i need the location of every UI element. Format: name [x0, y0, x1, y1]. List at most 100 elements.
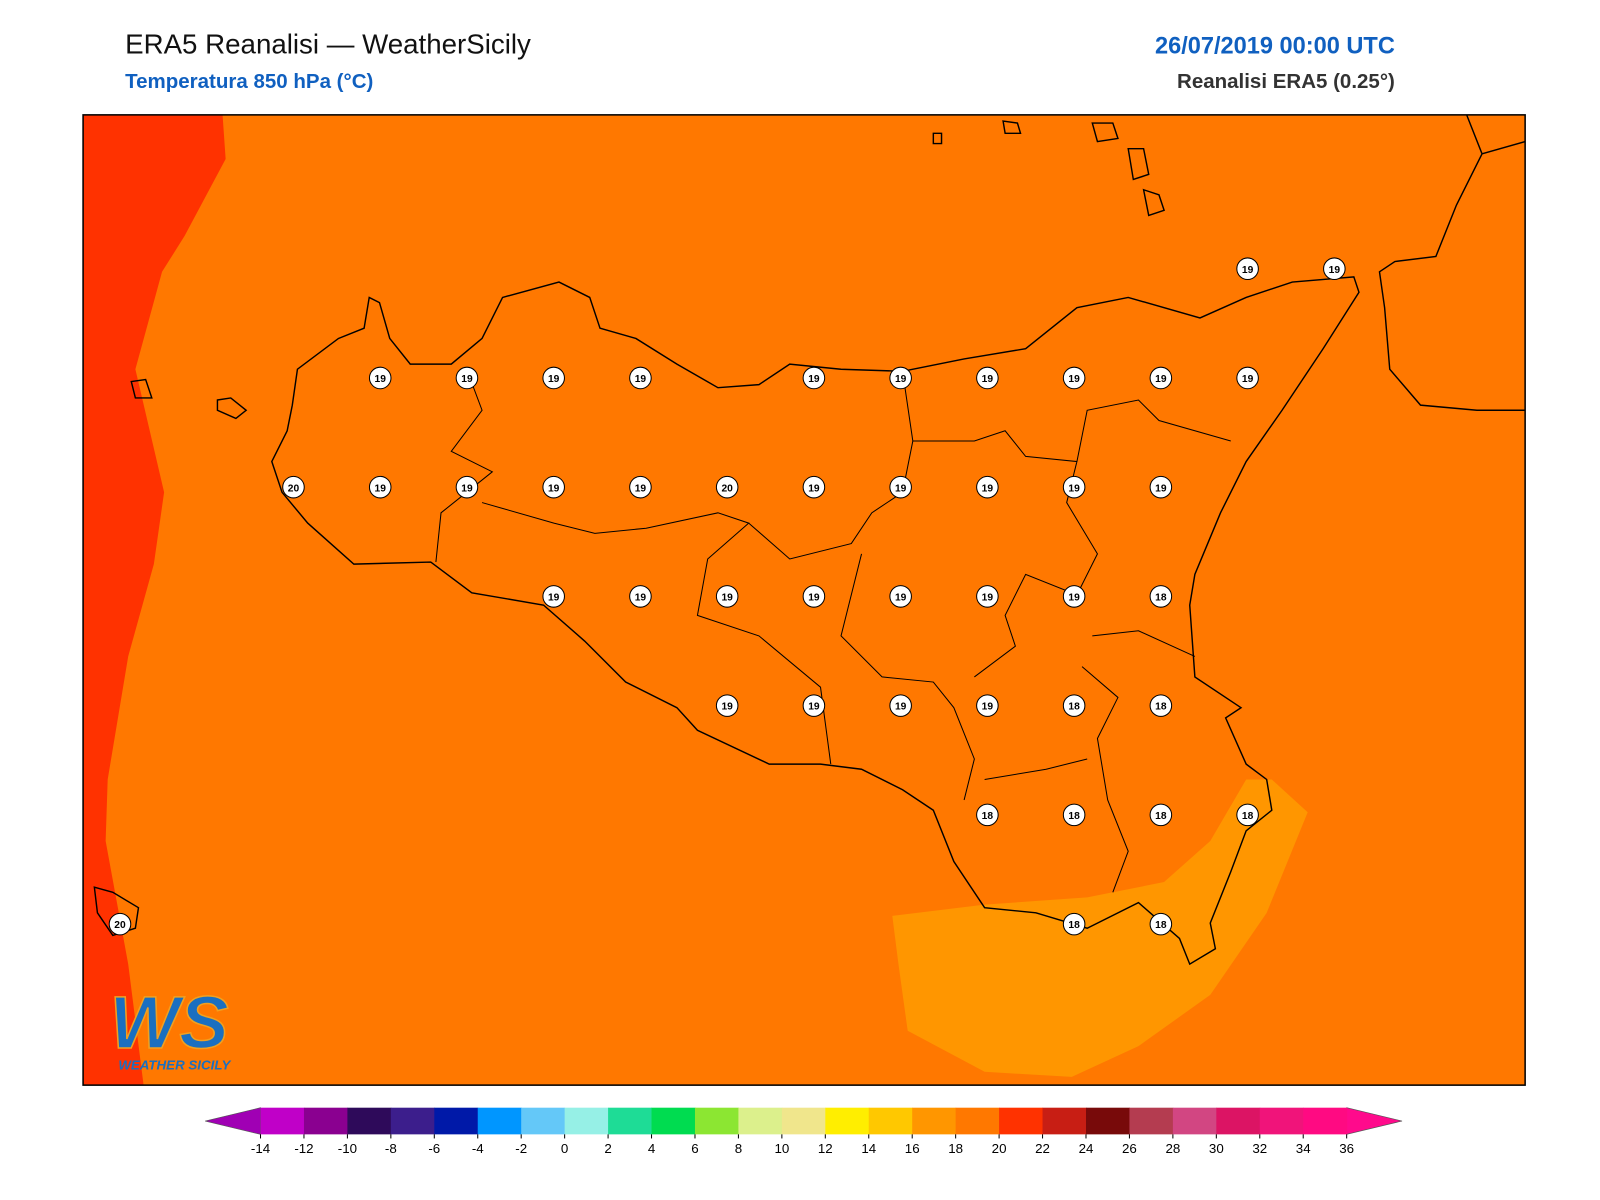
grid-value: 19: [1242, 265, 1254, 276]
label-marker: [889, 694, 912, 717]
colorbar-tick-label: 28: [1165, 1141, 1180, 1156]
colorbar-bin: [434, 1107, 479, 1135]
title: ERA5 Reanalisi — WeatherSicily: [125, 28, 531, 59]
label-marker: [542, 366, 565, 390]
colorbar-tick-label: 0: [561, 1141, 568, 1156]
grid-value: 20: [114, 920, 126, 931]
colorbar-bin: [347, 1107, 392, 1135]
grid-value: 19: [1068, 593, 1080, 604]
grid-value: 19: [548, 483, 560, 494]
grid-value: 18: [1068, 702, 1080, 713]
colorbar-bin: [738, 1107, 783, 1135]
grid-value: 19: [1155, 374, 1167, 385]
grid-value: 19: [982, 702, 994, 713]
label-marker: [1236, 257, 1259, 280]
colorbar-bin: [1085, 1107, 1130, 1135]
province-borders: [435, 369, 1231, 893]
label-marker: [1062, 694, 1086, 717]
colorbar-tick-label: 14: [861, 1141, 876, 1156]
label-marker: [1062, 803, 1086, 827]
colorbar-tick-label: -6: [428, 1141, 440, 1156]
label-marker: [1062, 366, 1086, 390]
colorbar-tick-label: 6: [691, 1141, 698, 1156]
colorbar-tick-label: 36: [1339, 1141, 1354, 1156]
label-marker: [802, 366, 826, 390]
colorbar-tick-label: -12: [294, 1141, 313, 1156]
grid-value: 19: [808, 702, 820, 713]
date: 26/07/2019 00:00 UTC: [1155, 32, 1395, 58]
grid-value: 19: [461, 483, 473, 494]
label-marker: [455, 366, 479, 390]
label-marker: [889, 366, 912, 390]
label-marker: [889, 585, 912, 608]
colorbar-bin: [1259, 1107, 1304, 1135]
label-marker: [976, 585, 999, 608]
grid-value: 18: [1155, 702, 1167, 713]
colorbar-tick-label: 32: [1252, 1141, 1267, 1156]
colorbar-tick-label: 24: [1079, 1141, 1094, 1156]
colorbar-tick-label: 18: [948, 1141, 963, 1156]
colorbar-bin: [303, 1107, 348, 1135]
label-marker: [1149, 366, 1173, 390]
colorbar-bin: [825, 1107, 870, 1135]
grid-value: 19: [895, 374, 907, 385]
grid-value: 19: [375, 374, 387, 385]
colorbar-tick-label: 20: [992, 1141, 1007, 1156]
colorbar-bin: [868, 1107, 913, 1135]
grid-value: 19: [548, 374, 560, 385]
grid-value: 19: [461, 374, 473, 385]
colorbar-bin: [608, 1107, 653, 1135]
grid-value: 19: [635, 374, 647, 385]
colorbar-tick-label: 16: [905, 1141, 920, 1156]
colorbar-bin: [999, 1107, 1044, 1135]
label-marker: [629, 585, 652, 608]
colorbar: -14 -12 -10 -8 -6 -4 -2 0 2 4 6 8 10 12 14 16 18 20 22 24 26…: [205, 1107, 1403, 1156]
colorbar-bin: [564, 1107, 609, 1135]
label-marker: [1236, 366, 1259, 390]
label-marker: [976, 366, 999, 390]
grid-value: 20: [288, 483, 300, 494]
label-marker: [976, 694, 999, 717]
colorbar-tick-label: 2: [604, 1141, 611, 1156]
label-marker: [542, 475, 565, 499]
colorbar-bin: [1042, 1107, 1087, 1135]
grid-value: 19: [808, 593, 820, 604]
label-marker: [1062, 475, 1086, 499]
grid-value: 19: [982, 483, 994, 494]
label-marker: [802, 585, 826, 608]
grid-value: 19: [548, 593, 560, 604]
grid-value: 19: [1068, 483, 1080, 494]
label-marker: [1236, 803, 1259, 827]
label-marker: [976, 475, 999, 499]
colorbar-bin: [1129, 1107, 1174, 1135]
label-marker: [1323, 257, 1346, 280]
colorbar-tick-label: 22: [1035, 1141, 1050, 1156]
field-16-18: [892, 779, 1308, 1077]
label-marker: [1062, 912, 1086, 936]
label-marker: [542, 585, 565, 608]
colorbar-bin: [260, 1107, 305, 1135]
label-marker: [629, 475, 652, 499]
grid-value: 19: [1329, 265, 1341, 276]
label-marker: [802, 475, 826, 499]
grid-value: 19: [721, 593, 733, 604]
colorbar-tick-label: 10: [774, 1141, 789, 1156]
coastlines: [93, 114, 1526, 966]
colorbar-tick-label: -2: [515, 1141, 527, 1156]
grid-labels: 19 19 19 19 19 19 19 19 19 19 19 19 20 19 19 19 19 20 19 19…: [108, 257, 1346, 936]
label-marker: [1149, 803, 1173, 827]
grid-value: 18: [1155, 811, 1167, 822]
label-marker: [1149, 912, 1173, 936]
colorbar-tick-label: 26: [1122, 1141, 1137, 1156]
label-marker: [1149, 475, 1173, 499]
label-marker: [455, 475, 479, 499]
grid-value: 19: [808, 483, 820, 494]
grid-value: 19: [895, 483, 907, 494]
label-marker: [889, 475, 912, 499]
logo-name: WEATHER SICILY: [118, 1058, 231, 1073]
colorbar-bin: [694, 1107, 739, 1135]
source: Reanalisi ERA5 (0.25°): [1177, 70, 1395, 93]
colorbar-bin: [521, 1107, 566, 1135]
